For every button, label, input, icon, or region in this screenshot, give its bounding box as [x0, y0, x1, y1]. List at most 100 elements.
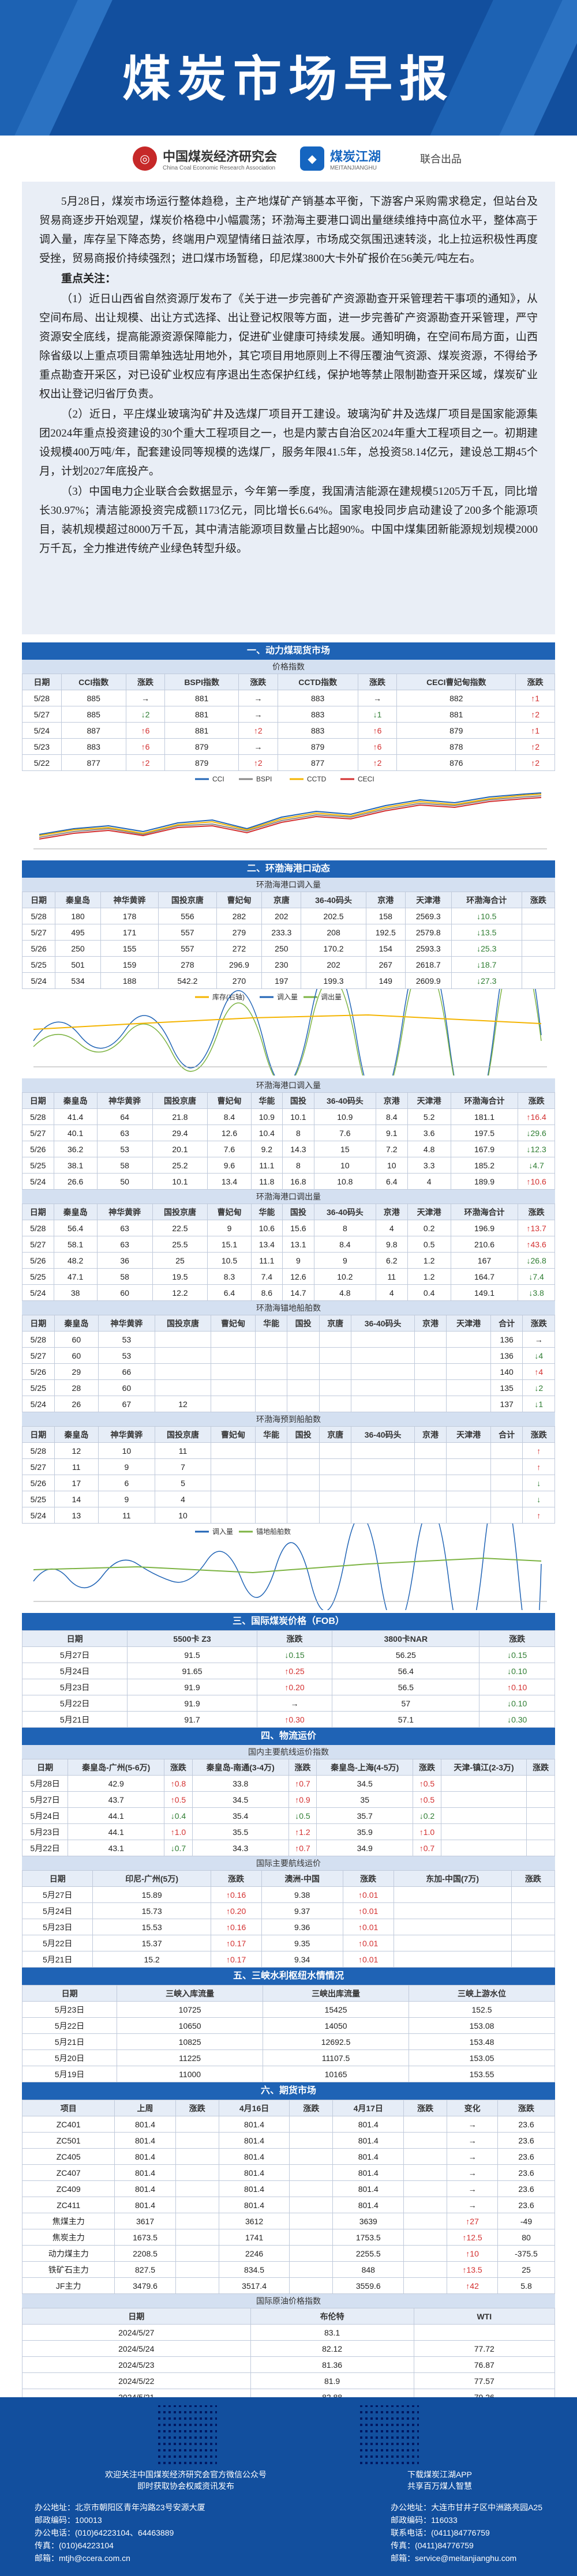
table-cell: → — [447, 2116, 498, 2133]
table-cell — [526, 1823, 555, 1840]
table-row: 5/26 36.2 53 20.1 7.6 9.2 14.3 15 7.2 4.8 167.9 ↓12… — [22, 1141, 555, 1157]
table-cell: 9.34 — [261, 1951, 343, 1968]
table-cell — [351, 1458, 415, 1475]
table-cell — [254, 1331, 288, 1348]
table-cell: 267 — [365, 956, 406, 973]
table-cell: 801.4 — [218, 2197, 290, 2213]
table-cell: 2609.9 — [404, 972, 452, 989]
section-4-title: 四、物流运价 — [22, 1728, 555, 1745]
table-cell: 5/26 — [22, 1363, 55, 1380]
table-cell: 10.9 — [250, 1108, 283, 1125]
wechat-qr-icon — [156, 2403, 219, 2466]
table-cell: 2569.3 — [404, 908, 452, 924]
table-cell: ↑10.6 — [518, 1173, 555, 1190]
table-cell — [254, 1379, 288, 1396]
footer-a1: 办公地址：北京市朝阳区青年沟路23号安源大厦 — [35, 2503, 205, 2512]
table-cell: 5/27 — [22, 1347, 55, 1364]
table-cell — [254, 1507, 288, 1524]
section-6-title: 六、期货市场 — [22, 2082, 555, 2100]
table-cell: 192.5 — [365, 924, 406, 941]
table-cell: 197 — [261, 972, 302, 989]
column-header: 日期 — [21, 1759, 69, 1776]
column-header: 日期 — [21, 1630, 128, 1647]
table-cell: 881 — [164, 722, 239, 739]
table-cell: 155 — [100, 940, 159, 957]
table-cell: 801.4 — [218, 2164, 290, 2181]
table-cell — [319, 1363, 352, 1380]
table-cell — [287, 1331, 320, 1348]
table-cell: 801.4 — [114, 2197, 176, 2213]
table-cell: 5月23日 — [21, 1823, 69, 1840]
column-header: 涨跌 — [518, 1092, 555, 1109]
table-cell — [211, 1507, 256, 1524]
table-cell: 0.5 — [407, 1236, 451, 1253]
table-cell: ↑0.01 — [342, 1951, 394, 1968]
footer-a2: 邮政编码：100013 — [35, 2515, 102, 2525]
table-cell: 7 — [154, 1458, 212, 1475]
port-outflow-table: 日期 秦皇岛 神华黄骅 国投京唐 曹妃甸 华能 国投 36-40码头 京港 天津港 环渤海合计 涨跌 5… — [22, 1204, 555, 1301]
table-cell: 48.2 — [53, 1252, 98, 1269]
org1-en: China Coal Economic Research Association — [163, 164, 276, 171]
column-header: 涨跌 — [522, 1426, 555, 1443]
table-cell: 13.4 — [207, 1173, 252, 1190]
intro-para-2: （1）近日山西省自然资源厅发布了《关于进一步完善矿产资源勘查开采管理若干事项的通… — [39, 293, 538, 400]
column-header: 京唐 — [319, 1426, 352, 1443]
table-cell: 5月21日 — [21, 2033, 118, 2050]
table-cell: 11 — [54, 1458, 99, 1475]
table-cell: 10825 — [117, 2033, 264, 2050]
column-header: 国投 — [282, 1204, 314, 1220]
table-cell — [351, 1491, 415, 1507]
table-cell: 5/27 — [22, 1458, 55, 1475]
org2-name: 煤炭江湖 — [330, 149, 381, 164]
table-cell: 焦煤主力 — [21, 2213, 115, 2229]
qr1-caption-b: 即时获取协会权威资讯发布 — [137, 2481, 234, 2491]
table-cell: 557 — [158, 924, 217, 941]
table-cell — [287, 1347, 320, 1364]
table-cell — [319, 1458, 352, 1475]
table-cell: → — [238, 706, 278, 723]
table-row: 5月23日 44.1 ↑1.0 35.5 ↑1.2 35.9 ↑1.0 — [21, 1823, 555, 1840]
table-cell — [287, 1507, 320, 1524]
table-cell: 3517.4 — [218, 2277, 290, 2294]
table-cell — [211, 1363, 256, 1380]
table-row: 5/27 60 53 136 ↓4 — [22, 1347, 555, 1364]
table-cell: 801.4 — [114, 2116, 176, 2133]
table-row: 5/24 534 188 542.2 270 197 199.3 149 2609.9 ↓27.3 — [21, 972, 556, 989]
column-header: 华能 — [254, 1426, 288, 1443]
table-cell — [393, 1935, 512, 1951]
table-cell: ↓7.4 — [518, 1268, 555, 1285]
column-header: 东加-中国(7万) — [393, 1870, 512, 1887]
table-cell: → — [447, 2148, 498, 2165]
legend-label: 调入量 — [277, 993, 298, 1001]
joint-label: 联合出品 — [420, 153, 462, 165]
table-cell — [511, 1935, 556, 1951]
column-header: 涨跌 — [511, 1870, 556, 1887]
table-cell: 53 — [98, 1347, 155, 1364]
column-header: CCI指数 — [61, 674, 126, 690]
table-cell: -49 — [497, 2213, 555, 2229]
three-gorges-table: 日期 三峡入库流量 三峡出库流量 三峡上游水位 5月23日 10725 15425 152.5… — [21, 1985, 555, 2082]
column-header: 36-40码头 — [313, 1204, 377, 1220]
column-header: 36-40码头 — [301, 892, 366, 908]
table-cell: 60 — [54, 1347, 99, 1364]
table-cell: 7.6 — [313, 1125, 377, 1141]
table-cell: 5月22日 — [21, 2017, 118, 2034]
table-cell: 5月21日 — [21, 1711, 128, 1728]
column-header: 涨跌 — [357, 674, 398, 690]
table-cell: ↑1 — [515, 690, 555, 706]
table-cell: 801.4 — [218, 2148, 290, 2165]
table-cell: 9.8 — [376, 1236, 408, 1253]
table-cell: 56.4 — [332, 1663, 480, 1679]
table-cell: 36 — [96, 1252, 153, 1269]
table-cell: 197.5 — [450, 1125, 519, 1141]
table-cell: ZC409 — [21, 2180, 115, 2197]
table-row: 5/26 17 6 5 ↓ — [22, 1475, 555, 1491]
table-cell — [154, 1331, 212, 1348]
table-cell — [211, 1475, 256, 1491]
intl-price-table: 日期 5500卡 Z3 涨跌 3800卡NAR 涨跌 5月27日 91.5 ↓0.15 56.2… — [21, 1630, 555, 1728]
column-header: 秦皇岛 — [54, 1426, 99, 1443]
qr2-caption-b: 共享百万煤人智慧 — [407, 2481, 472, 2491]
table-cell: 5/22 — [22, 754, 62, 771]
table-cell: 9.2 — [250, 1141, 283, 1157]
table-cell: 13 — [54, 1507, 99, 1524]
